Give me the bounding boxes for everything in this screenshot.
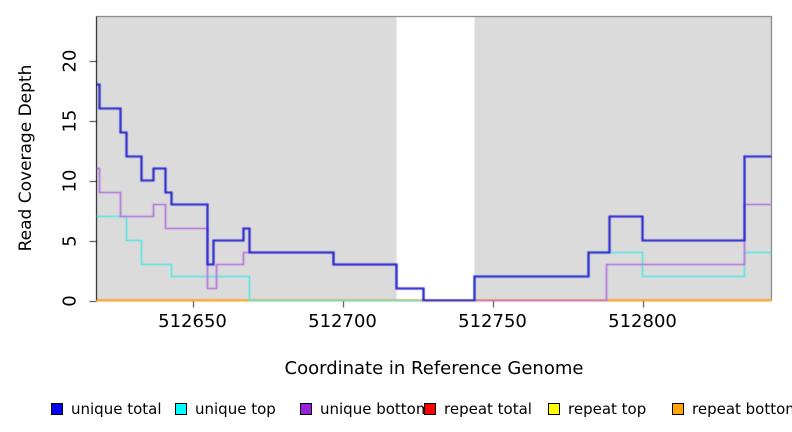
legend-label: unique total (71, 400, 162, 418)
legend-item-repeat-top: repeat top (548, 399, 646, 419)
y-tick-label: 15 (59, 109, 81, 132)
y-tick-label: 5 (59, 234, 81, 247)
x-tick-label: 512800 (608, 311, 677, 332)
x-tick-label: 512650 (158, 311, 227, 332)
legend: unique total unique top unique bottom re… (0, 399, 792, 421)
y-tick-label: 0 (59, 294, 81, 307)
legend-item-repeat-bottom: repeat bottom (672, 399, 792, 419)
legend-item-unique-bottom: unique bottom (300, 399, 430, 419)
legend-label: repeat total (444, 400, 532, 418)
legend-label: unique top (195, 400, 276, 418)
x-axis-title: Coordinate in Reference Genome (284, 358, 584, 379)
unique-bottom-swatch-icon (300, 403, 312, 415)
legend-label: repeat top (568, 400, 647, 418)
unique-top-swatch-icon (175, 403, 187, 415)
unique-total-swatch-icon (51, 403, 63, 415)
y-axis-title: Read Coverage Depth (16, 64, 36, 252)
y-tick-label: 10 (59, 169, 81, 192)
y-tick-label: 20 (59, 49, 81, 72)
coverage-plot-canvas (0, 0, 792, 350)
legend-item-repeat-total: repeat total (424, 399, 532, 419)
repeat-top-swatch-icon (548, 403, 560, 415)
repeat-bottom-swatch-icon (672, 403, 684, 415)
legend-item-unique-top: unique top (175, 399, 276, 419)
legend-label: unique bottom (320, 400, 431, 418)
repeat-total-swatch-icon (424, 403, 436, 415)
legend-item-unique-total: unique total (51, 399, 162, 419)
x-tick-label: 512700 (308, 311, 377, 332)
x-tick-label: 512750 (458, 311, 527, 332)
legend-label: repeat bottom (692, 400, 792, 418)
